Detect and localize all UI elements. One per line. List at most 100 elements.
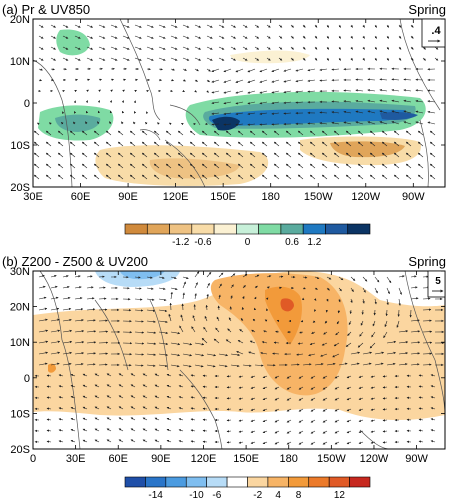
wind-vector <box>158 46 166 50</box>
wind-vector <box>142 395 148 399</box>
wind-vector <box>134 342 145 345</box>
wind-vector <box>237 141 244 147</box>
wind-vector <box>254 24 260 28</box>
wind-vector <box>298 375 304 379</box>
wind-vector <box>146 298 155 301</box>
wind-vector <box>189 130 196 136</box>
wind-vector <box>190 396 196 399</box>
wind-vector <box>259 68 268 73</box>
lon-tick-label: 90W <box>402 191 425 203</box>
wind-vector <box>333 174 340 180</box>
wind-vector <box>170 79 174 82</box>
wind-vector <box>46 440 52 443</box>
wind-vector <box>121 121 124 125</box>
wind-vector <box>146 57 154 61</box>
colorbar-swatch <box>213 223 237 235</box>
wind-vector <box>86 35 94 39</box>
wind-vector <box>158 331 169 335</box>
wind-vector <box>398 24 402 28</box>
colorbar-label: 12 <box>334 490 346 500</box>
wind-vector <box>86 363 96 366</box>
wind-vector <box>393 152 400 158</box>
colorbar-label: 1.2 <box>307 237 321 248</box>
wind-vector <box>314 57 318 61</box>
wind-vector <box>273 163 280 169</box>
wind-vector <box>178 429 184 432</box>
wind-vector <box>369 141 376 147</box>
wind-vector <box>242 364 252 367</box>
wind-vector <box>254 57 260 61</box>
wind-vector <box>158 298 167 302</box>
wind-vector <box>286 441 292 445</box>
wind-vector <box>238 386 244 389</box>
wind-vector <box>146 111 149 114</box>
wind-vector <box>430 396 436 399</box>
wind-vector <box>201 130 208 136</box>
panel-a-vectors <box>33 24 439 180</box>
wind-vector <box>50 68 55 71</box>
wind-vector <box>374 57 377 61</box>
wind-vector <box>326 46 330 50</box>
wind-vector <box>146 287 154 290</box>
wind-vector <box>133 110 137 114</box>
wind-vector <box>38 351 49 355</box>
wind-vector <box>213 130 220 136</box>
wind-vector <box>194 364 204 368</box>
wind-vector <box>58 418 64 421</box>
wind-vector <box>189 152 196 158</box>
wind-vector <box>122 24 130 28</box>
wind-vector <box>230 364 240 368</box>
wind-vector <box>418 418 424 421</box>
wind-vector <box>154 439 160 443</box>
wind-vector <box>286 430 292 434</box>
lat-tick-label: 10S <box>10 140 30 152</box>
wind-vector <box>82 428 88 432</box>
wind-vector <box>170 46 178 50</box>
wind-vector <box>393 130 400 136</box>
wind-vector <box>117 174 124 180</box>
wind-vector <box>239 329 244 333</box>
wind-vector <box>153 130 160 136</box>
colorbar-swatch <box>308 476 330 488</box>
wind-vector <box>46 418 52 421</box>
wind-vector <box>62 340 73 344</box>
wind-vector <box>259 90 268 94</box>
wind-vector <box>331 121 340 125</box>
lon-tick-label: 90W <box>405 453 428 465</box>
wind-vector <box>370 375 376 378</box>
wind-vector <box>346 441 352 445</box>
wind-vector <box>38 318 48 322</box>
wind-vector <box>213 152 220 158</box>
wind-vector <box>146 364 156 367</box>
wind-vector <box>206 364 216 368</box>
wind-vector <box>158 364 168 368</box>
wind-vector <box>374 276 380 283</box>
wind-vector <box>194 293 197 300</box>
wind-vector <box>228 317 232 322</box>
wind-vector <box>381 174 388 180</box>
wind-vector <box>357 141 364 147</box>
wind-vector <box>250 375 256 378</box>
wind-vector <box>250 430 256 433</box>
wind-vector <box>382 430 388 433</box>
wind-vector <box>134 331 145 334</box>
wind-vector <box>262 419 268 423</box>
wind-vector <box>134 320 144 323</box>
wind-vector <box>391 99 400 103</box>
wind-vector <box>374 46 377 50</box>
wind-vector <box>309 130 316 136</box>
wind-vector <box>298 408 304 412</box>
wind-vector <box>285 174 292 180</box>
wind-vector <box>398 298 401 306</box>
wind-vector <box>273 174 280 180</box>
wind-vector <box>350 276 356 281</box>
wind-vector <box>331 111 340 114</box>
wind-vector <box>218 57 225 61</box>
wind-vector <box>326 57 330 61</box>
wind-vector <box>350 46 353 50</box>
wind-vector <box>285 163 292 169</box>
wind-vector <box>418 407 424 410</box>
lat-tick-label: 10N <box>10 337 30 349</box>
wind-vector <box>271 101 280 105</box>
wind-vector <box>223 123 232 126</box>
